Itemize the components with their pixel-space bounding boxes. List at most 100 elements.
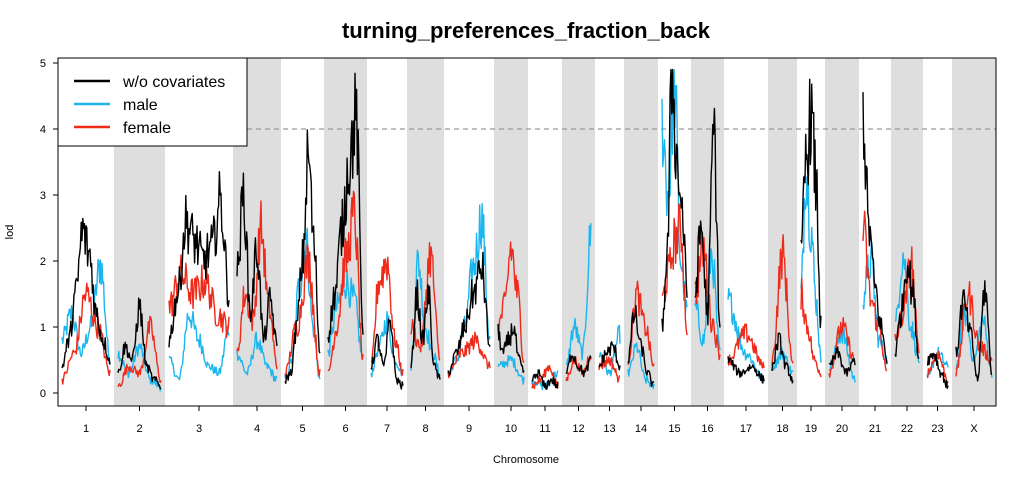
x-tick-label: 5 bbox=[299, 423, 305, 435]
x-tick-label: 11 bbox=[539, 423, 550, 435]
x-tick-label: X bbox=[970, 423, 978, 435]
lod-trace-chr-20 bbox=[828, 346, 856, 377]
lod-trace-chr-20 bbox=[828, 317, 856, 378]
x-tick-label: 7 bbox=[384, 423, 390, 435]
lod-trace-chr-12 bbox=[565, 354, 592, 378]
lod-trace-chr-18 bbox=[771, 234, 794, 366]
lod-trace-chr-17 bbox=[727, 323, 765, 369]
lod-trace-chr-12 bbox=[565, 223, 592, 365]
lod-trace-chr-3 bbox=[168, 310, 230, 381]
x-tick-label: 22 bbox=[901, 423, 913, 435]
lod-trace-chr-6 bbox=[327, 72, 364, 343]
x-tick-label: 16 bbox=[701, 423, 713, 435]
x-tick-label: 23 bbox=[931, 423, 943, 435]
lod-trace-chr-22 bbox=[894, 260, 920, 360]
x-axis-label: Chromosome bbox=[493, 454, 559, 466]
x-tick-label: 8 bbox=[422, 423, 428, 435]
lod-trace-chr-19 bbox=[800, 277, 822, 378]
x-tick-label: 19 bbox=[805, 423, 817, 435]
lod-trace-chr-10 bbox=[497, 354, 525, 385]
legend-label: w/o covariates bbox=[122, 74, 225, 91]
lod-trace-chr-21 bbox=[862, 92, 888, 364]
x-tick-label: 15 bbox=[668, 423, 680, 435]
lod-trace-chr-5 bbox=[284, 129, 321, 384]
lod-trace-chr-6 bbox=[327, 190, 364, 372]
lod-trace-chr-8 bbox=[410, 241, 441, 361]
lod-traces bbox=[61, 68, 993, 392]
chromosome-band bbox=[494, 58, 528, 406]
x-tick-label: 6 bbox=[342, 423, 348, 435]
x-tick-label: 12 bbox=[572, 423, 584, 435]
lod-trace-chr-1 bbox=[61, 282, 111, 385]
y-tick-label: 0 bbox=[40, 388, 46, 400]
lod-trace-chr-23 bbox=[926, 352, 949, 389]
lod-trace-chr-10 bbox=[497, 323, 525, 373]
legend-label: male bbox=[123, 97, 158, 114]
chromosome-band bbox=[768, 58, 797, 406]
lod-trace-chr-7 bbox=[370, 256, 404, 376]
x-tick-label: 1 bbox=[83, 423, 89, 435]
lod-trace-chr-4 bbox=[236, 172, 278, 347]
lod-trace-chr-13 bbox=[598, 356, 621, 383]
y-tick-label: 5 bbox=[40, 58, 46, 70]
legend-label: female bbox=[123, 120, 171, 137]
y-axis-label: lod bbox=[4, 225, 16, 240]
lod-trace-chr-10 bbox=[497, 241, 525, 363]
lod-trace-chr-7 bbox=[370, 318, 404, 390]
x-tick-label: 10 bbox=[505, 423, 517, 435]
lod-trace-chr-8 bbox=[410, 279, 441, 380]
lod-trace-chr-18 bbox=[771, 332, 794, 384]
lod-trace-chr-4 bbox=[236, 200, 278, 370]
lod-trace-chr-14 bbox=[627, 304, 655, 387]
lod-trace-chr-19 bbox=[800, 176, 822, 363]
lod-trace-chr-X bbox=[955, 280, 993, 382]
lod-trace-chr-14 bbox=[627, 342, 655, 390]
lod-trace-chr-5 bbox=[284, 243, 321, 378]
lod-trace-chr-11 bbox=[531, 364, 559, 390]
x-tick-label: 20 bbox=[836, 423, 848, 435]
x-axis: 1 2 3 4 5 6 7 8 9 10 11 12 13 14 15 16 17 18 19 20 21 22 23 X bbox=[83, 406, 978, 435]
lod-trace-chr-16 bbox=[694, 230, 721, 361]
lod-trace-chr-17 bbox=[727, 287, 765, 384]
lod-trace-chr-9 bbox=[447, 331, 491, 379]
lod-trace-chr-11 bbox=[531, 369, 559, 390]
lod-trace-chr-15 bbox=[661, 68, 688, 332]
lod-trace-chr-16 bbox=[694, 107, 721, 328]
x-tick-label: 17 bbox=[740, 423, 752, 435]
legend-box bbox=[57, 57, 248, 147]
legend: w/o covariates male female bbox=[57, 57, 248, 147]
x-tick-label: 9 bbox=[466, 423, 472, 435]
chromosome-band bbox=[825, 58, 859, 406]
lod-trace-chr-2 bbox=[117, 315, 162, 388]
lod-trace-chr-19 bbox=[800, 78, 822, 329]
lod-trace-chr-7 bbox=[370, 311, 404, 378]
lod-trace-chr-21 bbox=[862, 210, 888, 372]
lod-trace-chr-23 bbox=[927, 350, 949, 384]
x-tick-label: 13 bbox=[603, 423, 615, 435]
lod-trace-chr-9 bbox=[447, 203, 491, 374]
series-0 bbox=[61, 68, 993, 390]
x-tick-label: 4 bbox=[254, 423, 260, 435]
x-tick-label: 18 bbox=[776, 423, 788, 435]
series-2 bbox=[61, 190, 993, 390]
y-tick-label: 4 bbox=[40, 124, 46, 136]
x-tick-label: 21 bbox=[869, 423, 881, 435]
lod-trace-chr-4 bbox=[236, 331, 278, 382]
chart-title: turning_preferences_fraction_back bbox=[342, 18, 711, 43]
lod-trace-chr-13 bbox=[598, 341, 621, 371]
lod-trace-chr-9 bbox=[447, 251, 491, 376]
y-axis: 0 1 2 3 4 5 bbox=[40, 58, 58, 400]
lod-trace-chr-3 bbox=[168, 170, 230, 348]
lod-trace-chr-15 bbox=[661, 203, 688, 336]
lod-trace-chr-6 bbox=[327, 268, 364, 360]
lod-trace-chr-1 bbox=[61, 259, 111, 365]
lod-trace-chr-17 bbox=[727, 356, 765, 384]
x-tick-label: 14 bbox=[635, 423, 647, 435]
y-tick-label: 2 bbox=[40, 256, 46, 268]
lod-trace-chr-X bbox=[955, 280, 993, 377]
y-tick-label: 1 bbox=[40, 322, 46, 334]
plot-frame bbox=[57, 57, 997, 407]
y-tick-label: 3 bbox=[40, 190, 46, 202]
lod-trace-chr-2 bbox=[117, 297, 162, 390]
